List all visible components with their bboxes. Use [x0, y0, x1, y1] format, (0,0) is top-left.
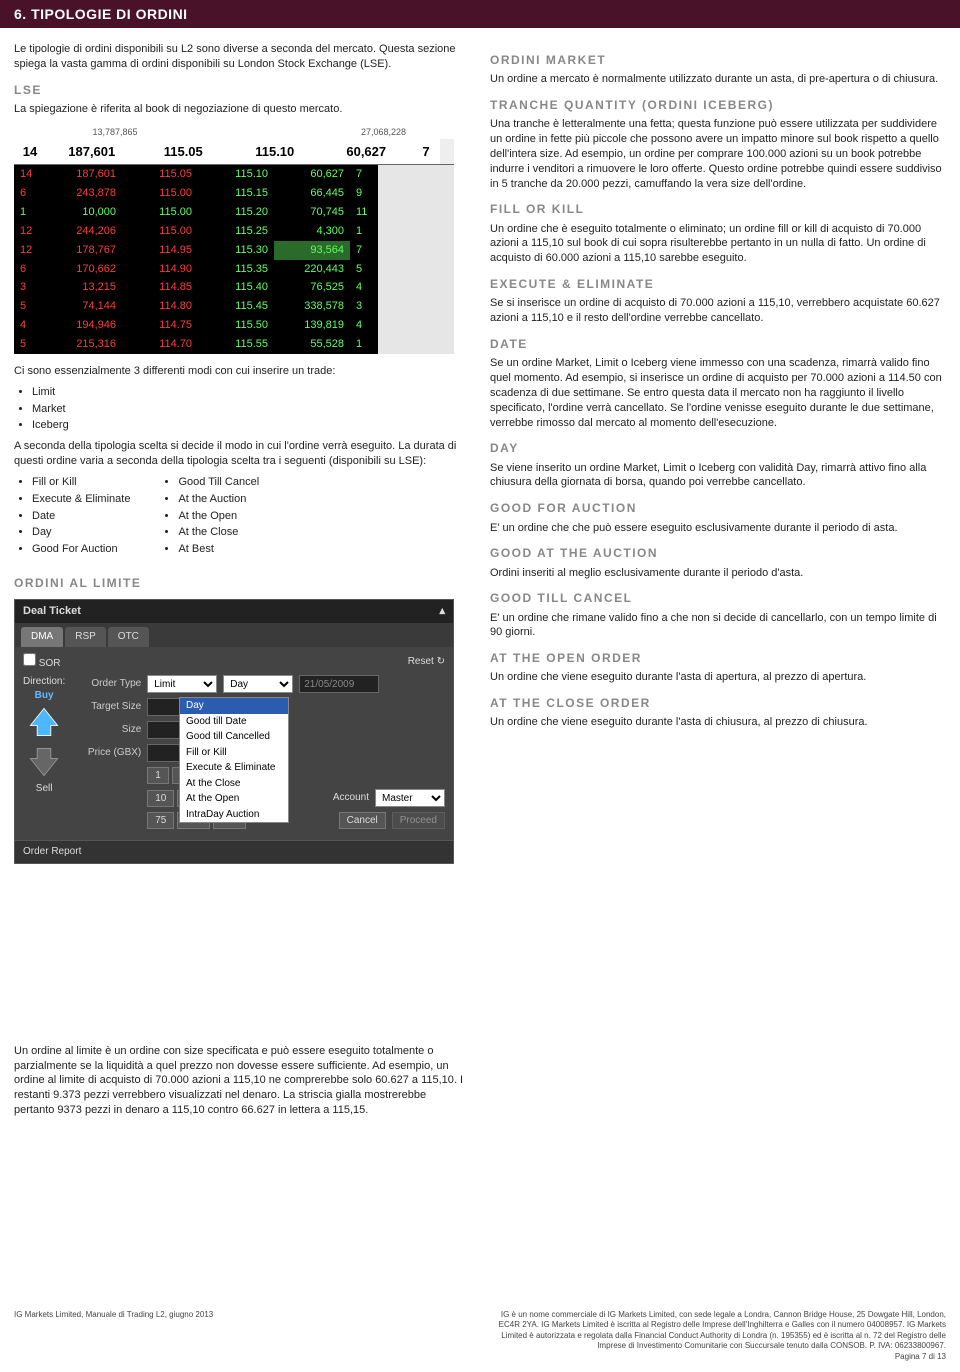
proceed-button[interactable]: Proceed: [392, 812, 445, 829]
size-preset-button[interactable]: 75: [147, 812, 174, 829]
ordini-limite-heading: ORDINI AL LIMITE: [14, 575, 470, 591]
list-item: At the Open: [178, 509, 259, 524]
gfa-text: E' un ordine che che può essere eseguito…: [490, 521, 946, 536]
section-header: 6. TIPOLOGIE DI ORDINI: [0, 0, 960, 28]
order-book-row: 110,000115.00115.2070,74511: [14, 203, 454, 222]
ato-heading: AT THE OPEN ORDER: [490, 650, 946, 666]
ordini-market-text: Un ordine a mercato è normalmente utiliz…: [490, 72, 946, 87]
buy-arrow-button[interactable]: [26, 704, 62, 740]
lse-heading: LSE: [14, 82, 470, 98]
sor-checkbox[interactable]: SOR: [23, 653, 60, 671]
ato-text: Un ordine che viene eseguito durante l'a…: [490, 670, 946, 685]
list-item: Market: [32, 402, 470, 417]
day-text: Se viene inserito un ordine Market, Limi…: [490, 461, 946, 491]
list-item: At Best: [178, 542, 259, 557]
footer-left: IG Markets Limited, Manuale di Trading L…: [14, 1310, 470, 1362]
lse-text: La spiegazione è riferita al book di neg…: [14, 102, 470, 117]
dropdown-option[interactable]: At the Close: [180, 776, 288, 792]
limite-explanation: Un ordine al limite è un ordine con size…: [14, 1044, 464, 1118]
fok-text: Un ordine che è eseguito totalmente o el…: [490, 222, 946, 267]
order-type-select[interactable]: Limit: [147, 675, 217, 693]
ob-bid-total: 13,787,865: [46, 125, 144, 139]
trade-modes-post: A seconda della tipologia scelta si deci…: [14, 439, 470, 469]
list-item: Execute & Eliminate: [32, 492, 130, 507]
order-book-header: 14 187,601 115.05 115.10 60,627 7: [14, 139, 454, 166]
date-field[interactable]: [299, 675, 379, 693]
date-text: Se un ordine Market, Limit o Iceberg vie…: [490, 356, 946, 430]
intro-text: Le tipologie di ordini disponibili su L2…: [14, 42, 470, 72]
list-item: Good Till Cancel: [178, 475, 259, 490]
gata-text: Ordini inseriti al meglio esclusivamente…: [490, 566, 946, 581]
tif-list-right: Good Till Cancel At the Auction At the Ope…: [160, 475, 259, 559]
footer-right: IG è un nome commerciale di IG Markets L…: [490, 1310, 946, 1362]
atc-heading: AT THE CLOSE ORDER: [490, 695, 946, 711]
order-book-row: 14187,601115.05115.1060,6277: [14, 165, 454, 184]
dropdown-option[interactable]: At the Open: [180, 791, 288, 807]
size-preset-button[interactable]: 10: [147, 790, 174, 807]
tif-dropdown[interactable]: DayGood till DateGood till CancelledFill…: [179, 697, 289, 823]
deal-ticket: Deal Ticket ▴ DMA RSP OTC SOR Reset ↻ Di…: [14, 599, 454, 863]
tab-otc[interactable]: OTC: [108, 627, 149, 647]
fok-heading: FILL OR KILL: [490, 201, 946, 217]
dropdown-option[interactable]: Execute & Eliminate: [180, 760, 288, 776]
tif-select[interactable]: Day: [223, 675, 293, 693]
list-item: Iceberg: [32, 418, 470, 433]
dropdown-option[interactable]: Good till Cancelled: [180, 729, 288, 745]
order-book-row: 6170,662114.90115.35220,4435: [14, 260, 454, 279]
list-item: Date: [32, 509, 130, 524]
list-item: Fill or Kill: [32, 475, 130, 490]
account-select[interactable]: Master: [375, 789, 445, 807]
list-item: Day: [32, 525, 130, 540]
order-report-bar[interactable]: Order Report: [15, 840, 453, 863]
list-item: Good For Auction: [32, 542, 130, 557]
deal-ticket-titlebar: Deal Ticket ▴: [15, 600, 453, 623]
list-item: At the Close: [178, 525, 259, 540]
reset-link[interactable]: Reset ↻: [408, 655, 445, 669]
dropdown-option[interactable]: Day: [180, 698, 288, 714]
gata-heading: GOOD AT THE AUCTION: [490, 545, 946, 561]
atc-text: Un ordine che viene eseguito durante l'a…: [490, 715, 946, 730]
page-number: Pagina 7 di 13: [895, 1352, 946, 1361]
trade-modes-intro: Ci sono essenzialmente 3 differenti modi…: [14, 364, 470, 379]
gtc-text: E' un ordine che rimane valido fino a ch…: [490, 611, 946, 641]
cancel-button[interactable]: Cancel: [339, 812, 386, 829]
page-footer: IG Markets Limited, Manuale di Trading L…: [0, 1310, 960, 1362]
dropdown-option[interactable]: Good till Date: [180, 714, 288, 730]
left-column: Le tipologie di ordini disponibili su L2…: [14, 42, 470, 864]
right-column: ORDINI MARKET Un ordine a mercato è norm…: [490, 42, 946, 864]
size-preset-button[interactable]: 1: [147, 767, 169, 784]
dropdown-option[interactable]: IntraDay Auction: [180, 807, 288, 823]
ordini-market-heading: ORDINI MARKET: [490, 52, 946, 68]
day-heading: DAY: [490, 440, 946, 456]
tranche-text: Una tranche è letteralmente una fetta; q…: [490, 117, 946, 191]
deal-ticket-tabs: DMA RSP OTC: [15, 623, 453, 647]
collapse-icon[interactable]: ▴: [439, 604, 445, 619]
order-book-row: 5215,316114.70115.5555,5281: [14, 335, 454, 354]
order-book: 13,787,865 27,068,228 14 187,601 115.05 …: [14, 125, 454, 354]
section-title: 6. TIPOLOGIE DI ORDINI: [14, 6, 188, 22]
tif-list-left: Fill or Kill Execute & Eliminate DateDay Go…: [14, 475, 130, 559]
dropdown-option[interactable]: Fill or Kill: [180, 745, 288, 761]
list-item: At the Auction: [178, 492, 259, 507]
list-item: Limit: [32, 385, 470, 400]
direction-panel: Direction: Buy Sell: [23, 675, 65, 834]
tab-rsp[interactable]: RSP: [65, 627, 106, 647]
tab-dma[interactable]: DMA: [21, 627, 63, 647]
ob-ask-total: 27,068,228: [315, 125, 413, 139]
trade-modes-list: Limit MarketIceberg: [14, 385, 470, 434]
below-section: Un ordine al limite è un ordine con size…: [0, 864, 960, 1118]
order-book-row: 574,144114.80115.45338,5783: [14, 297, 454, 316]
gfa-heading: GOOD FOR AUCTION: [490, 500, 946, 516]
order-book-row: 313,215114.85115.4076,5254: [14, 278, 454, 297]
order-book-row: 12244,206115.00115.254,3001: [14, 222, 454, 241]
ee-heading: EXECUTE & ELIMINATE: [490, 276, 946, 292]
tranche-heading: TRANCHE QUANTITY (ORDINI ICEBERG): [490, 97, 946, 113]
date-heading: DATE: [490, 336, 946, 352]
sell-arrow-button[interactable]: [26, 744, 62, 780]
order-book-row: 4194,946114.75115.50139,8194: [14, 316, 454, 335]
order-book-row: 12178,767114.95115.3093,5647: [14, 241, 454, 260]
ee-text: Se si inserisce un ordine di acquisto di…: [490, 296, 946, 326]
gtc-heading: GOOD TILL CANCEL: [490, 590, 946, 606]
order-book-row: 6243,878115.00115.1566,4459: [14, 184, 454, 203]
